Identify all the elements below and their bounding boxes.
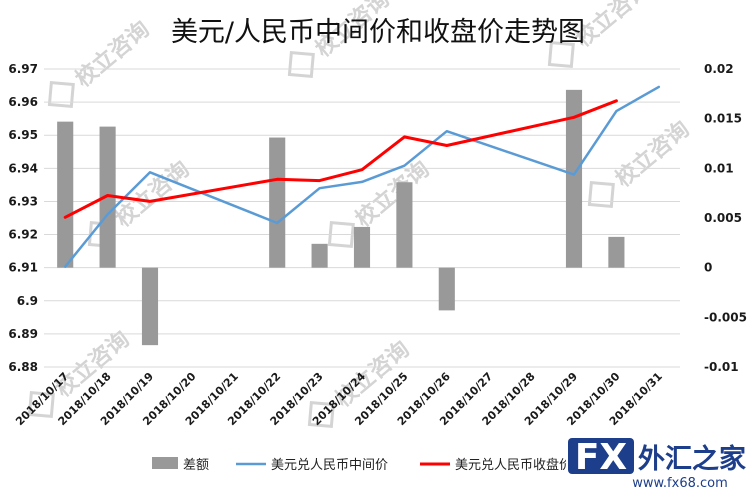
y-left-tick-label: 6.94 (8, 161, 38, 175)
y-left-tick-label: 6.97 (8, 62, 38, 76)
legend-label: 差额 (183, 458, 209, 473)
bar-diff (311, 243, 328, 268)
y-right-tick-label: 0.005 (704, 211, 742, 225)
watermark-logo-icon (27, 390, 55, 419)
y-left-tick-label: 6.88 (8, 360, 38, 374)
line-midpoint-rate (63, 85, 661, 268)
y-left-tick-label: 6.96 (8, 95, 38, 109)
watermark: 校立咨询 (587, 116, 695, 209)
right-axis-tick-labels: -0.01 -0.005 0 0.005 0.01 0.015 0.02 (704, 62, 747, 374)
y-right-tick-label: -0.005 (704, 310, 747, 324)
y-left-tick-label: 6.93 (8, 194, 38, 208)
bar-diff (353, 226, 371, 268)
watermark: 校立咨询 (47, 16, 155, 109)
logo-url-text: www.fx68.com (632, 476, 728, 491)
y-left-tick-label: 6.92 (8, 228, 38, 242)
bar-series (57, 89, 625, 346)
y-right-tick-label: 0.01 (704, 161, 734, 175)
watermark-logo-icon (287, 50, 315, 79)
bar-diff (57, 121, 74, 268)
logo-brand-text: 外汇之家 (638, 443, 746, 475)
y-right-tick-label: 0.02 (704, 62, 734, 76)
bar-diff (269, 137, 286, 268)
bar-diff (565, 89, 583, 268)
line-series (63, 85, 661, 268)
watermark-logo-icon (47, 80, 75, 109)
legend: 差额 美元兑人民币中间价 美元兑人民币收盘价 (152, 457, 572, 473)
legend-swatch-bar (152, 457, 178, 469)
watermark-logo-icon (547, 40, 575, 69)
y-right-tick-label: -0.01 (704, 360, 739, 374)
bar-diff (396, 182, 413, 268)
y-right-tick-label: 0 (704, 261, 712, 275)
line-closing-rate (63, 99, 618, 219)
watermark-logo-icon (307, 400, 335, 429)
watermark-logo-icon (587, 180, 615, 209)
bar-diff (141, 267, 159, 346)
y-left-tick-label: 6.95 (8, 128, 38, 142)
chart-title: 美元/人民币中间价和收盘价走势图 (171, 17, 585, 48)
legend-label: 美元兑人民币收盘价 (455, 457, 572, 473)
watermark-text: 校立咨询 (610, 116, 694, 192)
bar-diff (608, 236, 625, 268)
left-axis-tick-labels: 6.88 6.89 6.9 6.91 6.92 6.93 6.94 6.95 6.96 6.97 (8, 62, 38, 374)
logo-fx-badge (568, 438, 634, 474)
watermark-text: 校立咨询 (110, 156, 194, 232)
x-axis-tick-labels: 2018/10/172018/10/182018/10/192018/10/20… (13, 370, 665, 428)
y-left-tick-label: 6.9 (17, 294, 38, 308)
bar-diff (438, 267, 455, 311)
watermark-text: 校立咨询 (70, 16, 154, 92)
y-left-tick-label: 6.89 (8, 327, 38, 341)
legend-label: 美元兑人民币中间价 (271, 458, 388, 473)
watermark-logo-icon (327, 220, 355, 249)
y-right-tick-label: 0.015 (704, 112, 742, 126)
y-left-tick-label: 6.91 (8, 261, 38, 275)
logo-fx-text: FX (575, 437, 628, 478)
